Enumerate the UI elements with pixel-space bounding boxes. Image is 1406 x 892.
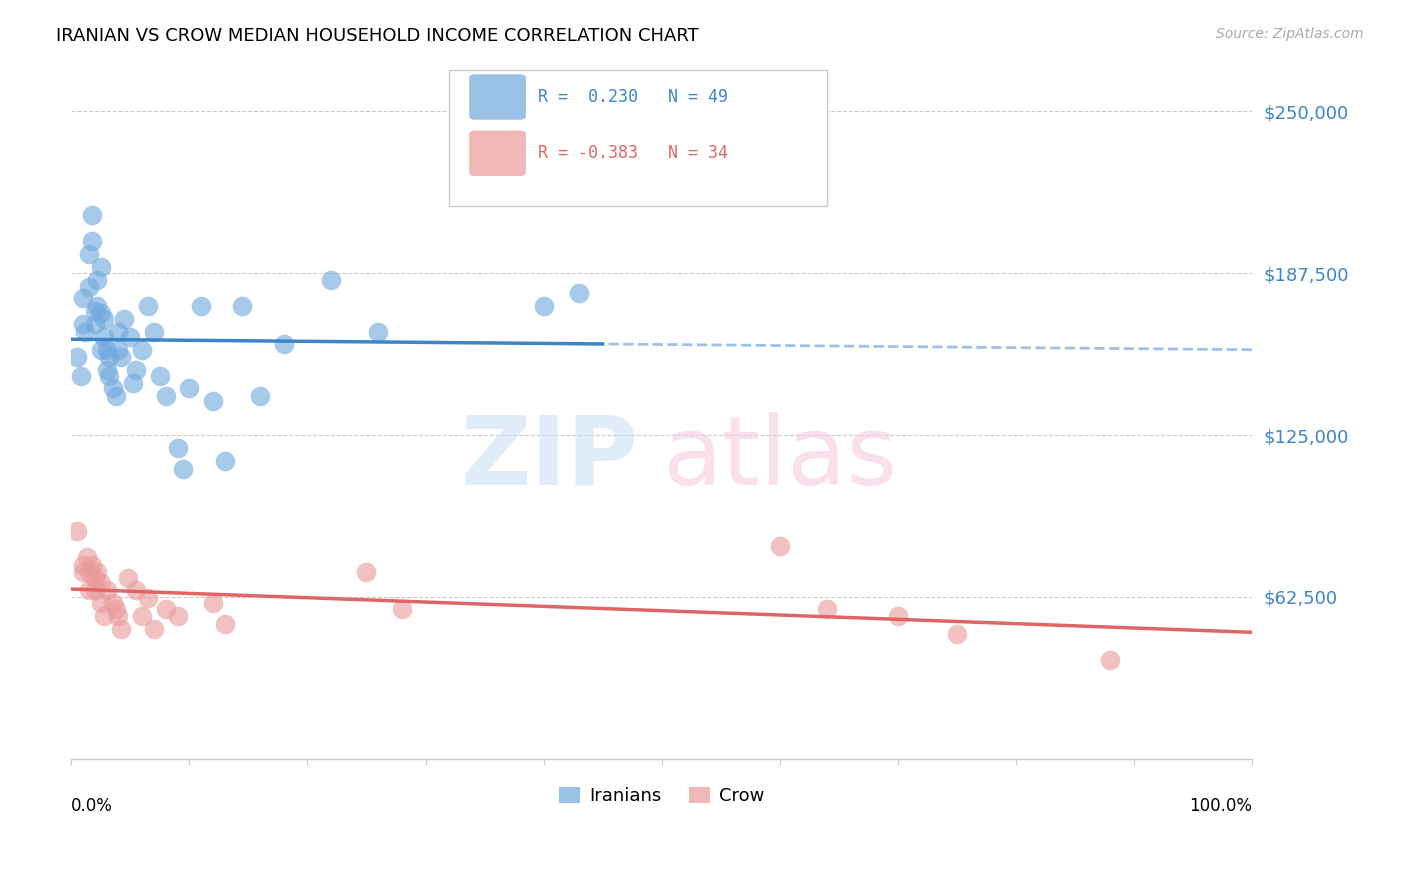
Point <box>136 299 159 313</box>
Point <box>90 306 112 320</box>
Point <box>86 299 108 313</box>
Point <box>90 575 112 590</box>
Point <box>83 303 105 318</box>
Point <box>107 609 129 624</box>
Point <box>190 299 212 313</box>
Point <box>72 291 94 305</box>
Point <box>131 343 153 357</box>
Point <box>72 317 94 331</box>
Point <box>149 368 172 383</box>
Point <box>98 368 121 383</box>
Point <box>166 441 188 455</box>
Point <box>93 609 115 624</box>
Point <box>82 558 104 572</box>
Point <box>66 351 89 365</box>
Point <box>887 609 910 624</box>
Point <box>769 540 792 554</box>
Point <box>249 389 271 403</box>
Point <box>946 627 969 641</box>
Point <box>533 299 555 313</box>
Point <box>66 524 89 538</box>
Point <box>1099 653 1122 667</box>
Point <box>391 601 413 615</box>
FancyBboxPatch shape <box>449 70 827 206</box>
Point <box>142 325 165 339</box>
Point <box>172 462 194 476</box>
Point <box>356 566 378 580</box>
Point <box>83 570 105 584</box>
Point <box>75 325 97 339</box>
Point <box>125 363 148 377</box>
Point <box>110 622 132 636</box>
Point <box>214 617 236 632</box>
Point <box>112 311 135 326</box>
Point <box>90 343 112 357</box>
Point <box>93 311 115 326</box>
Point <box>83 583 105 598</box>
Text: Source: ZipAtlas.com: Source: ZipAtlas.com <box>1216 27 1364 41</box>
Text: IRANIAN VS CROW MEDIAN HOUSEHOLD INCOME CORRELATION CHART: IRANIAN VS CROW MEDIAN HOUSEHOLD INCOME … <box>56 27 699 45</box>
Point <box>82 208 104 222</box>
Point <box>231 299 253 313</box>
Point <box>96 343 118 357</box>
Point <box>125 583 148 598</box>
Point <box>98 351 121 365</box>
Point <box>86 566 108 580</box>
Text: R =  0.230   N = 49: R = 0.230 N = 49 <box>537 88 728 106</box>
Point <box>96 363 118 377</box>
Point <box>101 382 124 396</box>
Point <box>815 601 838 615</box>
Point <box>201 596 224 610</box>
Text: ZIP: ZIP <box>460 411 638 505</box>
Point <box>107 325 129 339</box>
Point <box>72 558 94 572</box>
Point <box>367 325 389 339</box>
Point <box>155 601 177 615</box>
Text: 100.0%: 100.0% <box>1189 797 1253 815</box>
Point <box>142 622 165 636</box>
FancyBboxPatch shape <box>470 130 526 176</box>
Point <box>76 549 98 564</box>
Point <box>77 583 100 598</box>
Text: R = -0.383   N = 34: R = -0.383 N = 34 <box>537 145 728 162</box>
Point <box>83 317 105 331</box>
Point <box>131 609 153 624</box>
Point <box>319 273 342 287</box>
Point <box>72 566 94 580</box>
Point <box>69 368 91 383</box>
Point <box>96 583 118 598</box>
Point <box>101 596 124 610</box>
Point <box>105 601 128 615</box>
Point <box>117 570 139 584</box>
Text: 0.0%: 0.0% <box>72 797 112 815</box>
Point <box>568 285 591 300</box>
Point <box>179 382 201 396</box>
Text: atlas: atlas <box>662 411 897 505</box>
Point <box>90 260 112 274</box>
Point <box>77 280 100 294</box>
Point <box>166 609 188 624</box>
Point <box>214 454 236 468</box>
Point <box>155 389 177 403</box>
Point <box>77 566 100 580</box>
Point <box>105 389 128 403</box>
Point <box>77 247 100 261</box>
Point <box>121 376 143 391</box>
Point <box>86 273 108 287</box>
Point <box>110 351 132 365</box>
Point <box>82 234 104 248</box>
FancyBboxPatch shape <box>470 74 526 120</box>
Point <box>136 591 159 606</box>
Point <box>107 343 129 357</box>
Legend: Iranians, Crow: Iranians, Crow <box>551 780 772 813</box>
Point <box>273 337 295 351</box>
Point <box>201 394 224 409</box>
Point <box>93 329 115 343</box>
Point <box>90 596 112 610</box>
Point <box>120 329 142 343</box>
